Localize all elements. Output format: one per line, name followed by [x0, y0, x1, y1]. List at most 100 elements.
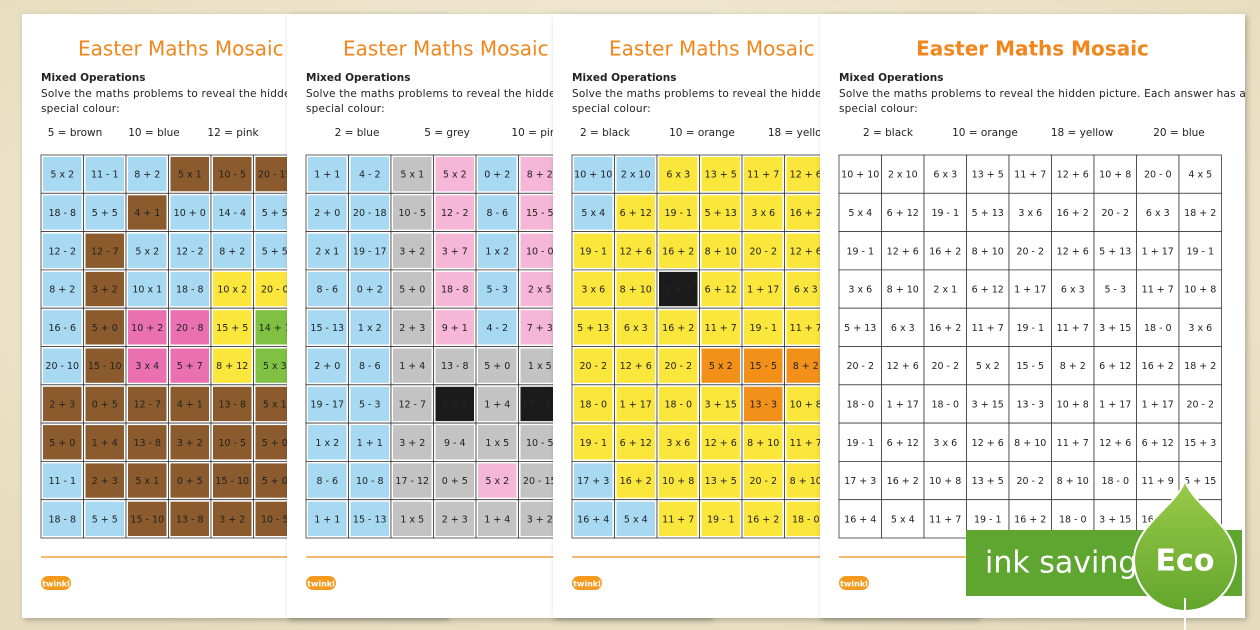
cell-text: 12 + 6 [620, 361, 652, 372]
cell-text: 2 x 1 [933, 285, 957, 296]
cell-fill [574, 233, 613, 268]
cell-fill [128, 157, 167, 192]
cell-text: 5 x 1 [135, 476, 159, 487]
cell-text: 10 - 5 [218, 438, 246, 449]
cell-fill [393, 310, 432, 345]
cell-text: 10 + 2 [131, 323, 163, 334]
cell-fill [883, 425, 922, 460]
cell-fill [520, 310, 559, 345]
cell-text: 4 - 2 [486, 323, 508, 334]
cell-fill [883, 501, 922, 536]
cell-text: 6 + 12 [1099, 361, 1131, 372]
cell-text: 5 x 2 [709, 361, 733, 372]
cell-fill [659, 425, 698, 460]
cell-text: 5 + 5 [92, 514, 118, 525]
cell-text: 16 + 2 [662, 246, 694, 257]
cell-text: 20 - 15 [523, 476, 557, 487]
cell-text: 20 - 2 [1186, 399, 1214, 410]
cell-text: 11 - 1 [91, 170, 119, 181]
cell-text: 17 - 12 [521, 399, 558, 410]
legend-item: 12 = pink [207, 127, 259, 139]
cell-fill [701, 157, 740, 192]
instructions: Solve the maths problems to reveal the h… [839, 88, 1246, 100]
cell-text: 8 - 6 [486, 208, 508, 219]
cell-text: 3 x 4 [135, 361, 159, 372]
cell-fill [926, 157, 965, 192]
cell-fill [616, 233, 655, 268]
cell-text: 5 + 7 [177, 361, 203, 372]
cell-fill [85, 157, 124, 192]
cell-fill [170, 271, 209, 307]
cell-text: 19 - 1 [1016, 323, 1044, 334]
cell-fill [128, 501, 167, 536]
cell-text: 11 + 7 [705, 323, 737, 334]
logo: twinkl [307, 580, 335, 589]
cell-fill [841, 310, 880, 345]
cell-fill [393, 425, 432, 460]
cell-fill [85, 501, 124, 536]
cell-text: 0 + 5 [442, 476, 468, 487]
cell-fill [926, 310, 965, 345]
cell-text: 8 + 2 [793, 361, 819, 372]
cell-fill [744, 425, 783, 460]
cell-fill [43, 348, 82, 383]
instructions: special colour: [306, 103, 385, 115]
cell-fill [85, 386, 124, 422]
cell-text: 12 + 6 [887, 361, 919, 372]
cell-text: 16 + 2 [929, 246, 961, 257]
cell-fill [435, 348, 474, 383]
cell-fill [744, 463, 783, 498]
cell-text: 3 x 6 [751, 208, 775, 219]
legend-item: 5 = grey [424, 127, 470, 139]
cell-fill [85, 425, 124, 460]
cell-fill [1138, 271, 1177, 307]
logo: twinkl [573, 580, 601, 589]
cell-text: 1 x 5 [400, 514, 424, 525]
cell-text: 5 + 0 [92, 323, 118, 334]
cell-fill [616, 348, 655, 383]
cell-text: 6 + 12 [620, 208, 652, 219]
cell-fill [701, 501, 740, 536]
cell-fill [170, 463, 209, 498]
cell-fill [435, 157, 474, 192]
cell-fill [786, 271, 825, 307]
cell-fill [478, 501, 517, 536]
instructions: special colour: [41, 103, 120, 115]
cell-text: 2 + 3 [92, 476, 118, 487]
cell-text: 18 - 8 [441, 285, 469, 296]
cell-text: 18 - 8 [48, 514, 76, 525]
legend-item: 10 = pink [511, 127, 563, 139]
cell-fill [883, 348, 922, 383]
cell-fill [1053, 386, 1092, 422]
cell-text: 5 x 3 [263, 361, 287, 372]
cell-text: 6 + 12 [1142, 438, 1174, 449]
cell-text: 2 x 10 [888, 170, 918, 181]
cell-text: 3 + 2 [92, 285, 118, 296]
cell-text: 5 + 13 [972, 208, 1004, 219]
cell-text: 5 x 4 [581, 208, 605, 219]
cell-fill [520, 271, 559, 307]
cell-fill [574, 310, 613, 345]
cell-text: 17 + 3 [577, 476, 609, 487]
cell-text: 3 + 2 [399, 246, 425, 257]
cell-text: 8 + 10 [972, 246, 1004, 257]
cell-text: 5 + 0 [262, 476, 288, 487]
cell-fill [520, 157, 559, 192]
cell-text: 16 + 4 [577, 514, 609, 525]
cell-text: 10 - 8 [356, 476, 384, 487]
cell-text: 11 + 7 [662, 514, 694, 525]
cell-text: 20 - 2 [931, 361, 959, 372]
cell-text: 18 - 0 [1059, 514, 1087, 525]
cell-text: 5 - 3 [1104, 285, 1126, 296]
cell-text: 6 + 12 [887, 438, 919, 449]
cell-text: 8 + 2 [219, 246, 245, 257]
cell-fill [744, 348, 783, 383]
cell-text: 19 - 1 [846, 246, 874, 257]
cell-fill [1011, 157, 1050, 192]
cell-text: 5 + 13 [705, 208, 737, 219]
cell-fill [213, 195, 252, 230]
cell-text: 2 + 0 [314, 208, 340, 219]
cell-text: 12 + 6 [1057, 170, 1089, 181]
cell-text: 5 x 1 [263, 399, 287, 410]
cell-text: 1 + 17 [887, 399, 919, 410]
